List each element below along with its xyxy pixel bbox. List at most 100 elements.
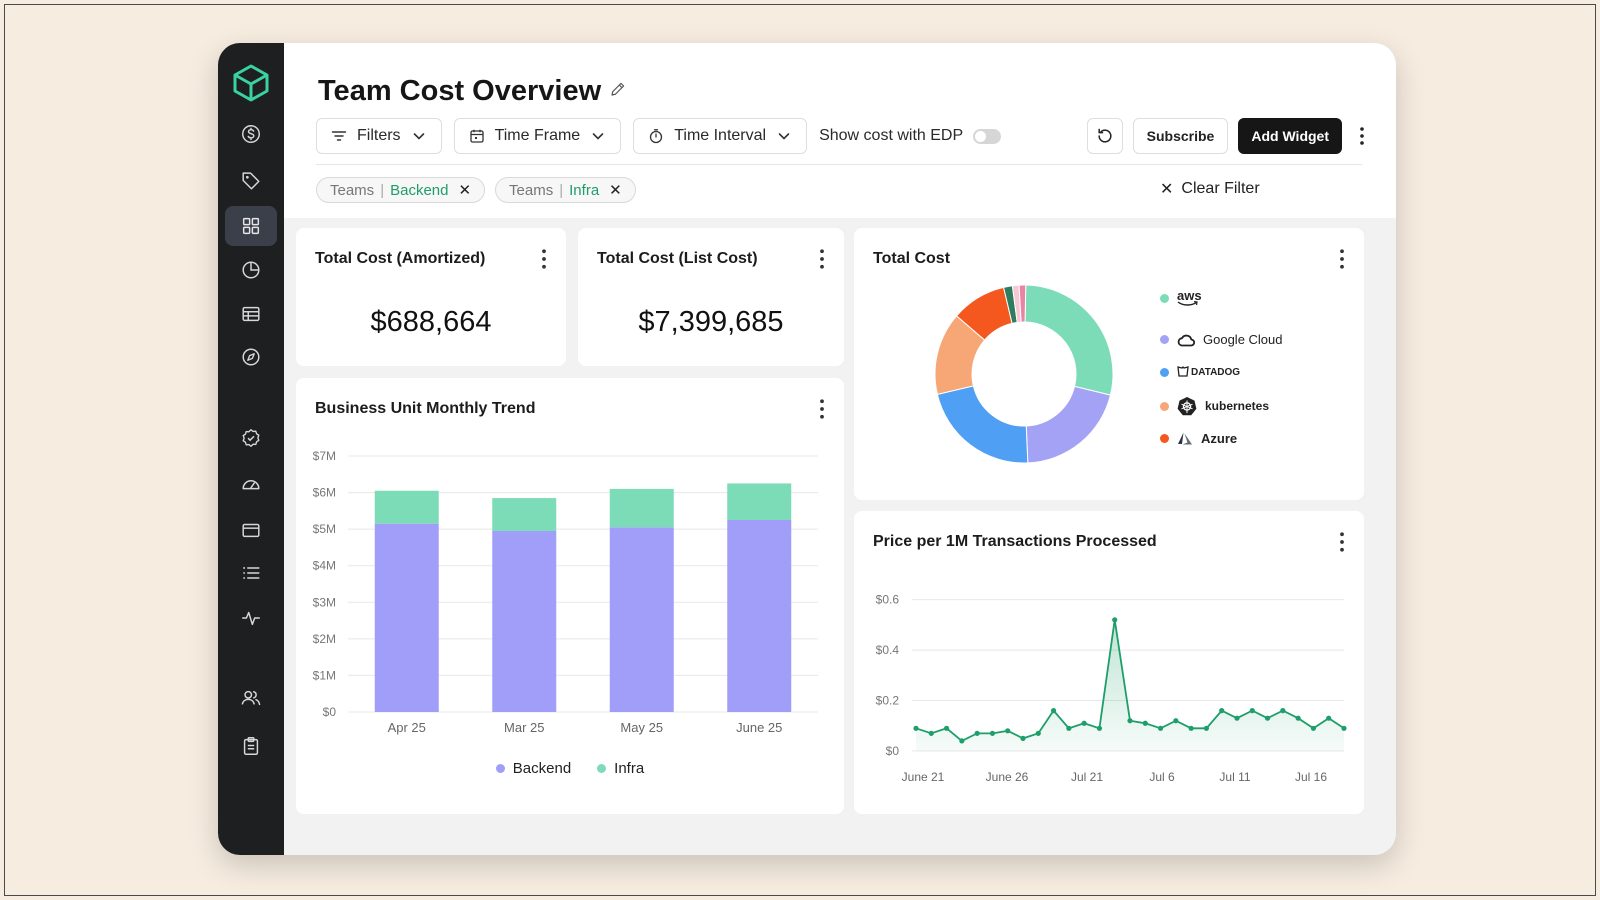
sidebar-item-policies[interactable] — [225, 418, 277, 458]
clear-filter-label: Clear Filter — [1181, 180, 1260, 197]
edp-toggle-label: Show cost with EDP — [819, 127, 964, 144]
data-point — [928, 730, 934, 736]
verified-badge-icon — [242, 429, 260, 447]
data-point — [1295, 715, 1301, 721]
compass-icon — [242, 348, 260, 366]
kpi-value: $7,399,685 — [638, 306, 784, 338]
data-point — [1203, 725, 1210, 731]
bar-backend — [374, 523, 439, 712]
card-menu-icon[interactable] — [1336, 248, 1348, 270]
sidebar-item-performance[interactable] — [225, 464, 277, 504]
filters-label: Filters — [357, 127, 401, 144]
refresh-button[interactable] — [1086, 118, 1123, 154]
sidebar-item-clipboard[interactable] — [225, 726, 277, 766]
data-point — [1066, 725, 1072, 731]
amortized-cost-card: Total Cost (Amortized) $688,664 — [296, 228, 566, 366]
data-point — [974, 730, 980, 736]
y-tick-label: $0 — [886, 744, 900, 758]
bar-infra — [374, 490, 439, 524]
data-point — [1035, 730, 1041, 736]
legend-dot — [597, 764, 607, 773]
data-point — [1234, 715, 1240, 721]
tag-icon — [242, 172, 260, 190]
legend-label: Infra — [614, 760, 645, 777]
sidebar-item-list[interactable] — [225, 553, 277, 593]
bar-backend — [609, 527, 674, 712]
donut-slice — [1024, 284, 1114, 396]
filters-button[interactable]: Filters — [316, 118, 442, 154]
data-point — [913, 725, 919, 731]
chip-value: Infra — [569, 181, 600, 199]
remove-chip-icon[interactable]: ✕ — [458, 182, 472, 199]
y-tick-label: $0 — [323, 705, 337, 719]
filter-chips: Teams | Backend ✕ Teams | Infra ✕ — [316, 177, 636, 203]
legend-item-google-cloud[interactable]: Google Cloud — [1160, 332, 1283, 347]
x-tick-label: June 21 — [902, 770, 945, 784]
dashboard-grid-icon — [242, 217, 260, 235]
chip-key: Teams — [330, 181, 375, 199]
x-tick-label: Apr 25 — [388, 720, 426, 735]
bar-infra — [727, 483, 792, 520]
sidebar-item-reports[interactable] — [225, 250, 277, 290]
filter-chip-backend[interactable]: Teams | Backend ✕ — [316, 177, 486, 203]
donut-slice — [1025, 385, 1112, 464]
data-point — [1127, 718, 1133, 724]
x-tick-label: Jul 6 — [1149, 770, 1175, 784]
sidebar-item-explore[interactable] — [225, 337, 277, 377]
page-title: Team Cost Overview — [318, 75, 602, 107]
legend-item-datadog[interactable]: DATADOG — [1160, 366, 1240, 378]
edp-toggle[interactable] — [973, 128, 1002, 144]
subscribe-button[interactable]: Subscribe — [1132, 118, 1229, 154]
legend-label: Azure — [1201, 431, 1238, 446]
sidebar-item-costs[interactable] — [225, 114, 277, 154]
time-frame-button[interactable]: Time Frame — [453, 118, 622, 154]
card-menu-icon[interactable] — [816, 248, 828, 270]
add-widget-button[interactable]: Add Widget — [1238, 118, 1342, 154]
card-title: Total Cost (Amortized) — [315, 250, 486, 267]
sidebar-item-wallet[interactable] — [225, 510, 277, 550]
sidebar-item-users[interactable] — [225, 678, 277, 718]
remove-chip-icon[interactable]: ✕ — [609, 182, 622, 199]
card-menu-icon[interactable] — [1336, 531, 1348, 553]
pencil-icon[interactable] — [609, 80, 627, 103]
legend-item-infra[interactable]: Infra — [597, 760, 644, 777]
users-icon — [241, 690, 261, 706]
sidebar-item-tables[interactable] — [225, 294, 277, 334]
sidebar-item-activity[interactable] — [225, 598, 277, 638]
y-tick-label: $1M — [313, 668, 336, 682]
chip-key: Teams — [509, 181, 554, 199]
data-point — [1005, 728, 1011, 734]
sidebar-item-tags[interactable] — [225, 160, 277, 200]
main-content: Team Cost Overview Filters Time Frame — [284, 43, 1396, 855]
more-options-icon[interactable] — [1352, 118, 1372, 154]
card-title: Business Unit Monthly Trend — [315, 400, 536, 417]
legend-item-aws[interactable]: aws — [1160, 289, 1202, 307]
y-tick-label: $3M — [313, 595, 336, 609]
filter-chip-infra[interactable]: Teams | Infra ✕ — [495, 177, 636, 203]
legend-label: kubernetes — [1205, 399, 1270, 413]
time-frame-label: Time Frame — [494, 127, 581, 144]
card-title: Price per 1M Transactions Processed — [873, 533, 1157, 550]
card-menu-icon[interactable] — [816, 398, 828, 420]
legend-item-backend[interactable]: Backend — [495, 760, 571, 777]
data-point — [1157, 725, 1164, 731]
legend-item-azure[interactable]: Azure — [1160, 431, 1237, 446]
azure-icon — [1178, 432, 1192, 445]
data-point — [1310, 725, 1317, 731]
x-tick-label: Mar 25 — [504, 720, 544, 735]
app-logo-icon[interactable] — [231, 63, 271, 103]
bar-chart-legend: Backend Infra — [296, 760, 844, 777]
calendar-icon — [469, 129, 484, 143]
legend-dot — [1160, 294, 1169, 303]
sidebar-item-dashboards[interactable] — [225, 206, 277, 246]
price-per-tx-card: Price per 1M Transactions Processed $0 $0… — [854, 511, 1364, 814]
page-header: Team Cost Overview Filters Time Frame — [284, 43, 1396, 218]
clear-filter-button[interactable]: ✕ Clear Filter — [1160, 179, 1260, 199]
legend-item-kubernetes[interactable]: kubernetes — [1160, 396, 1269, 416]
card-menu-icon[interactable] — [538, 248, 550, 270]
bar-infra — [492, 498, 557, 531]
card-title: Total Cost (List Cost) — [597, 250, 758, 267]
dollar-icon — [242, 125, 260, 143]
time-interval-button[interactable]: Time Interval — [633, 118, 808, 154]
data-point — [1081, 720, 1087, 726]
